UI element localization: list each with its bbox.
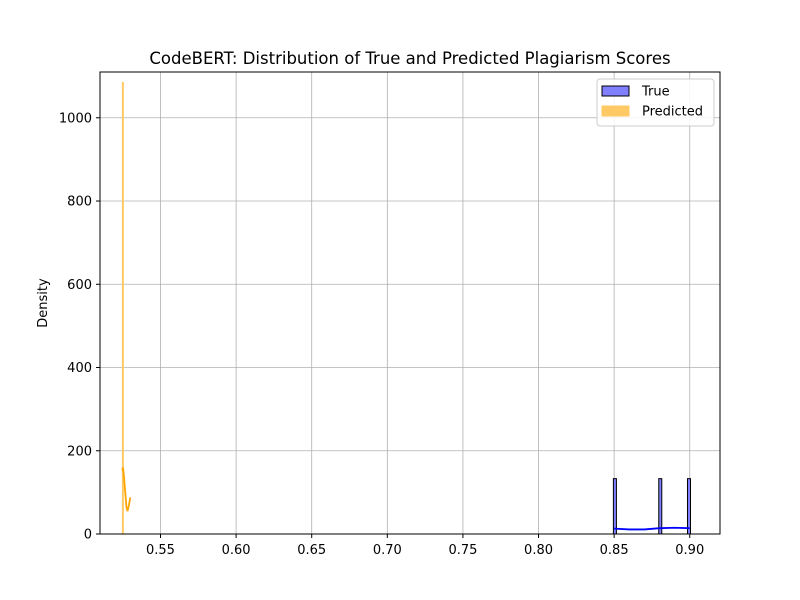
y-tick-label: 200 bbox=[67, 444, 92, 459]
legend-label: Predicted bbox=[642, 105, 703, 120]
bar bbox=[658, 478, 663, 535]
legend-label: True bbox=[641, 85, 670, 100]
x-tick-label: 0.85 bbox=[600, 543, 629, 558]
chart-title: CodeBERT: Distribution of True and Predi… bbox=[149, 49, 670, 68]
y-axis-ticks: 0 200 400 600 800 1000 bbox=[59, 111, 100, 543]
x-tick-label: 0.75 bbox=[448, 543, 477, 558]
x-tick-label: 0.90 bbox=[675, 543, 704, 558]
x-tick-label: 0.70 bbox=[373, 543, 402, 558]
y-tick-label: 400 bbox=[67, 361, 92, 376]
x-tick-label: 0.80 bbox=[524, 543, 553, 558]
kde-curves bbox=[121, 467, 690, 531]
bar bbox=[686, 478, 692, 535]
y-tick-label: 0 bbox=[84, 528, 92, 543]
histogram-bars bbox=[121, 81, 692, 535]
grid bbox=[100, 72, 720, 535]
y-tick-label: 800 bbox=[67, 195, 92, 210]
bar bbox=[121, 81, 124, 535]
bar bbox=[612, 478, 617, 535]
kde-line bbox=[121, 467, 132, 512]
y-tick-label: 600 bbox=[67, 278, 92, 293]
legend-swatch bbox=[601, 85, 630, 97]
x-tick-label: 0.65 bbox=[297, 543, 326, 558]
y-axis-title: Density bbox=[36, 278, 51, 328]
kde-line bbox=[614, 526, 690, 531]
legend-swatch bbox=[601, 105, 630, 117]
x-axis-ticks: 0.55 0.60 0.65 0.70 0.75 0.80 0.85 0.90 bbox=[146, 534, 704, 558]
x-tick-label: 0.55 bbox=[146, 543, 175, 558]
y-tick-label: 1000 bbox=[59, 111, 92, 126]
x-tick-label: 0.60 bbox=[222, 543, 251, 558]
plot-frame bbox=[99, 71, 721, 535]
legend: True Predicted bbox=[596, 78, 715, 127]
